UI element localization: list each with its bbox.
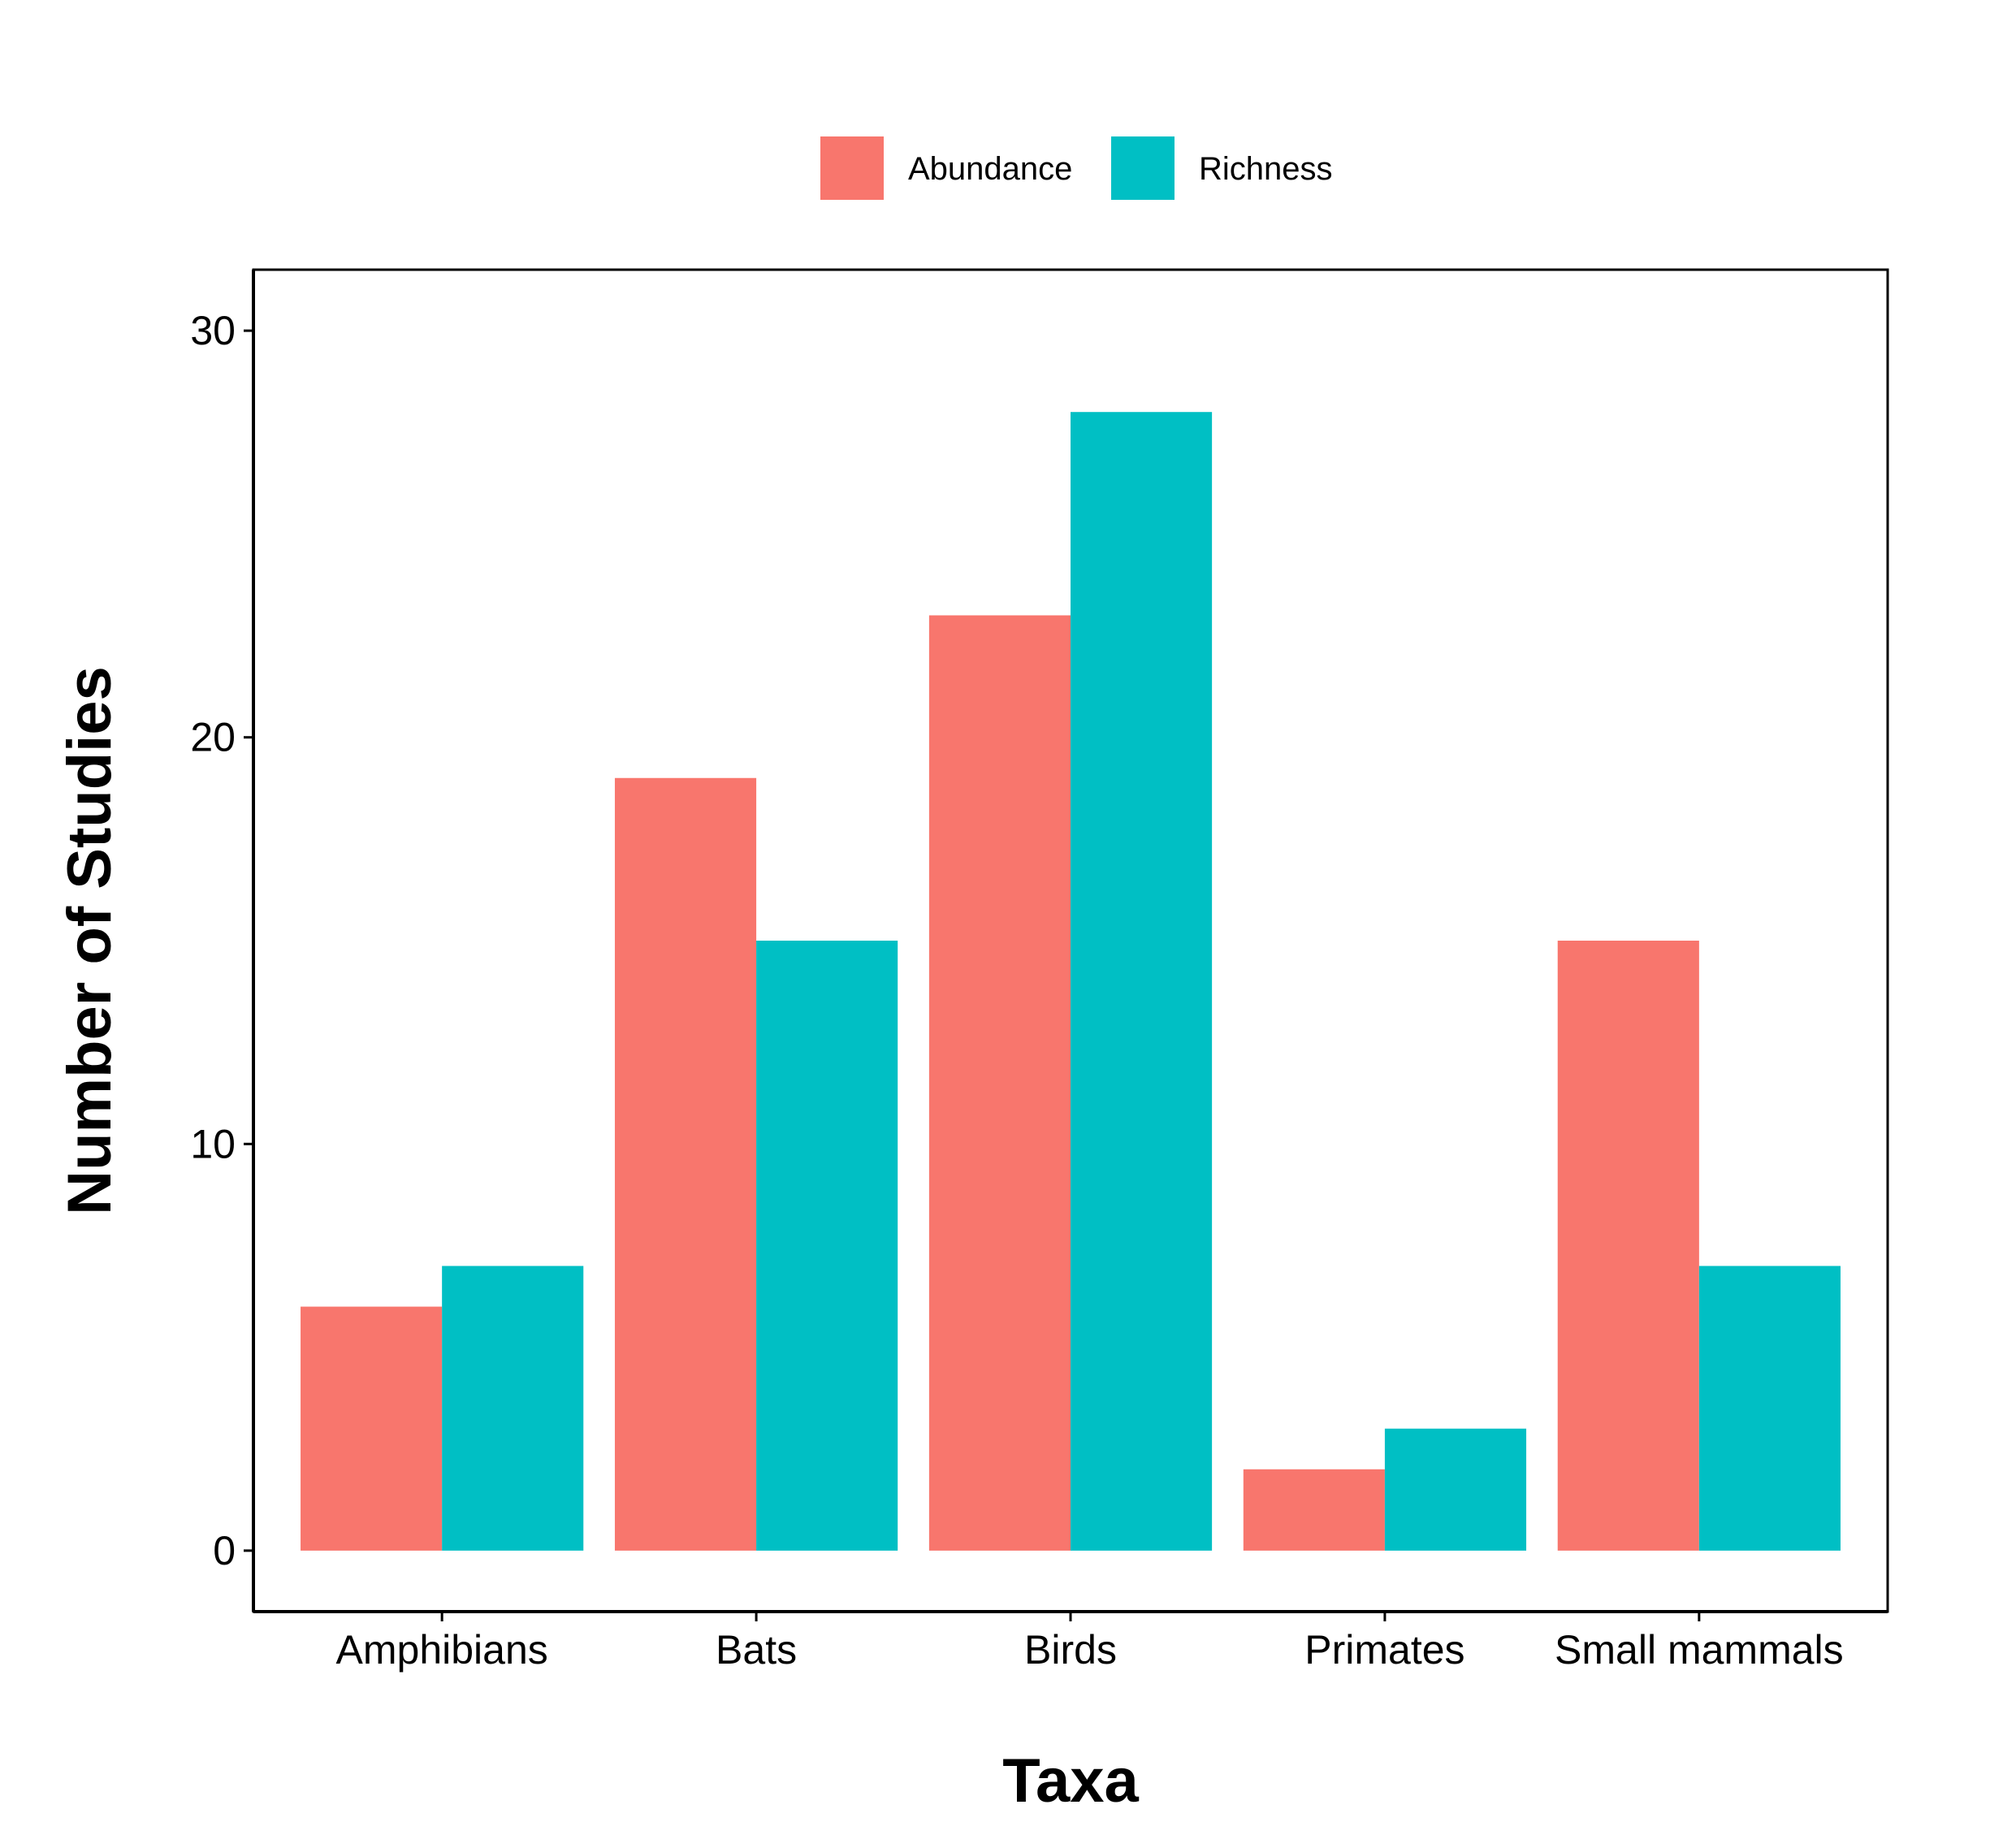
x-axis-title: Taxa [1002, 1746, 1139, 1816]
y-axis: 0 10 20 30 [190, 270, 255, 1612]
y-tick-label-30: 30 [190, 308, 236, 353]
bar-abundance-amphibians [301, 1306, 443, 1551]
legend: Abundance Richness [820, 136, 1333, 200]
y-tick-label-20: 20 [190, 715, 236, 760]
bar-abundance-primates [1243, 1469, 1385, 1551]
x-tick-label-birds: Birds [1024, 1627, 1117, 1673]
bar-abundance-birds [928, 615, 1071, 1551]
legend-label-richness: Richness [1199, 151, 1333, 187]
x-tick-label-primates: Primates [1304, 1627, 1464, 1673]
legend-label-abundance: Abundance [908, 151, 1072, 187]
bar-abundance-bats [614, 777, 757, 1551]
legend-key-abundance [820, 136, 884, 200]
bar-richness-birds [1071, 412, 1213, 1551]
x-tick-label-small-mammals: Small mammals [1555, 1627, 1844, 1673]
x-tick-label-amphibians: Amphibians [336, 1627, 548, 1673]
bar-richness-amphibians [442, 1266, 584, 1551]
bar-richness-bats [756, 941, 898, 1551]
legend-key-richness [1111, 136, 1175, 200]
x-tick-label-bats: Bats [716, 1627, 797, 1673]
bar-richness-primates [1384, 1428, 1527, 1551]
y-tick-label-0: 0 [213, 1528, 236, 1573]
bars [301, 412, 1841, 1551]
x-axis: Amphibians Bats Birds Primates Small mammals [253, 1610, 1888, 1673]
bar-abundance-small-mammals [1557, 941, 1699, 1551]
y-axis-title: Number of Studies [55, 666, 124, 1215]
y-tick-label-10: 10 [190, 1121, 236, 1166]
bar-richness-small-mammals [1698, 1266, 1841, 1551]
